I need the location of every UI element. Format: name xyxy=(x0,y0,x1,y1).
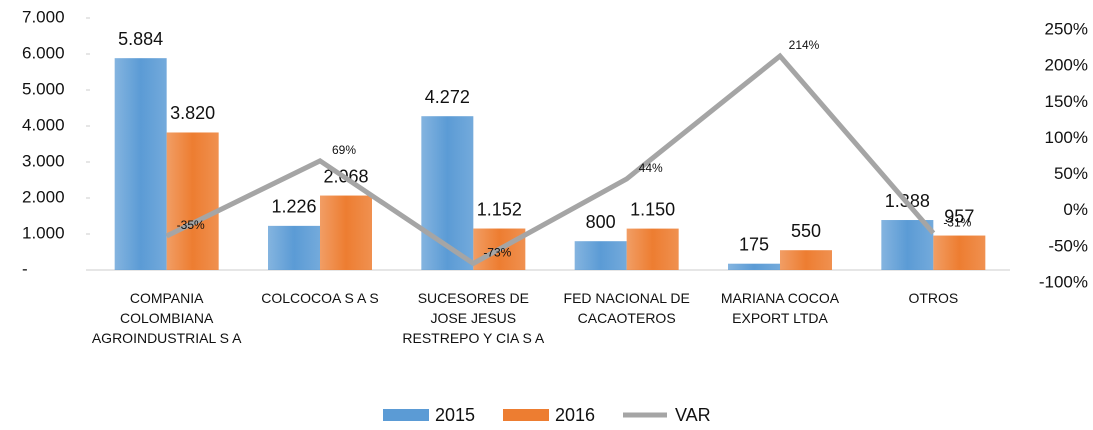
bar xyxy=(268,225,320,270)
bar xyxy=(933,235,986,270)
y-tick-label: 4.000 xyxy=(22,115,65,134)
bar xyxy=(626,228,679,270)
y-tick-label: 3.000 xyxy=(22,151,65,170)
y-tick-label: 6.000 xyxy=(22,43,65,62)
x-tick-label: OTROS xyxy=(908,290,959,306)
data-label: 175 xyxy=(739,234,769,254)
x-tick-label: FED NACIONAL DE CACAOTEROS xyxy=(563,290,690,326)
line-label: 214% xyxy=(789,38,820,52)
bar xyxy=(728,263,780,270)
data-label: 800 xyxy=(586,212,616,232)
x-tick-label: MARIANA COCOA EXPORT LTDA xyxy=(720,290,840,326)
y2-tick-label: 250% xyxy=(1045,19,1088,38)
data-label: 1.226 xyxy=(271,197,316,217)
line-label: -35% xyxy=(177,218,205,232)
bar xyxy=(780,250,832,270)
y-tick-label: 5.000 xyxy=(22,79,65,98)
y2-tick-label: 0% xyxy=(1063,200,1088,219)
y2-tick-label: 150% xyxy=(1045,92,1088,111)
y-tick-label: - xyxy=(22,259,28,278)
y-tick-label: 1.000 xyxy=(22,223,65,242)
legend-swatch xyxy=(383,409,429,421)
line-label: 69% xyxy=(332,143,356,157)
bar xyxy=(574,241,627,270)
y-tick-label: 7.000 xyxy=(22,7,65,26)
data-label: 550 xyxy=(791,221,821,241)
x-tick-label: COMPANIA COLOMBIANA AGROINDUSTRIAL S A xyxy=(91,290,242,346)
y-tick-label: 2.000 xyxy=(22,187,65,206)
legend-label: 2015 xyxy=(435,405,475,425)
data-label: 957 xyxy=(944,206,974,226)
legend-swatch xyxy=(503,409,549,421)
line xyxy=(165,52,936,267)
bar xyxy=(166,132,219,270)
y2-tick-label: 100% xyxy=(1045,128,1088,147)
y2-tick-label: -100% xyxy=(1039,272,1088,291)
x-tick-label: COLCOCOA S A S xyxy=(261,290,379,306)
data-label: 5.884 xyxy=(118,29,163,49)
bar xyxy=(320,195,372,270)
y2-tick-label: 50% xyxy=(1054,164,1088,183)
data-label: 4.272 xyxy=(425,87,470,107)
bar xyxy=(881,220,934,270)
line-label: -31% xyxy=(943,215,971,229)
data-label: 1.150 xyxy=(630,199,675,219)
y2-tick-label: -50% xyxy=(1048,236,1088,255)
y2-tick-label: 200% xyxy=(1045,56,1088,75)
x-tick-label: SUCESORES DE JOSE JESUS RESTREPO Y CIA S… xyxy=(402,290,545,346)
line-label: 44% xyxy=(639,161,663,175)
data-label: 3.820 xyxy=(170,103,215,123)
legend-label: 2016 xyxy=(555,405,595,425)
data-label: 1.152 xyxy=(477,199,522,219)
bar xyxy=(114,58,167,271)
legend-label: VAR xyxy=(675,405,711,425)
line-label: -73% xyxy=(483,246,511,260)
